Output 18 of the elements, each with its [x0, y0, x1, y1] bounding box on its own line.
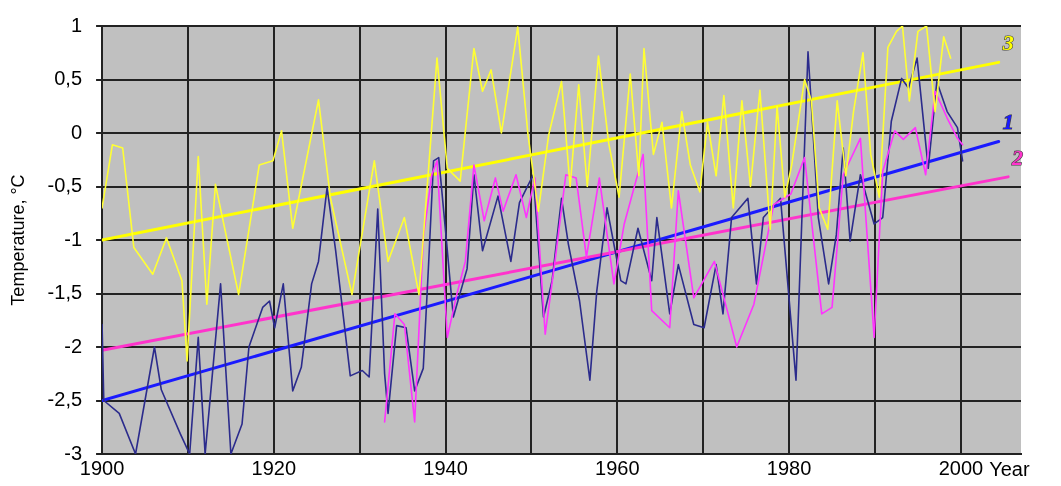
- y-tick-label: -0,5: [47, 174, 83, 197]
- x-tick-label: 1980: [766, 456, 812, 479]
- y-tick-label: -2: [64, 334, 83, 357]
- x-tick-label: 1940: [423, 456, 468, 479]
- x-tick-label: 1920: [251, 456, 297, 479]
- y-tick-label: -1,5: [47, 281, 83, 304]
- y-axis-title: Temperature, °C: [7, 174, 28, 306]
- y-tick-label: 0,5: [54, 67, 83, 90]
- series-label: 3: [1001, 30, 1014, 56]
- x-tick-label: 2000: [938, 456, 984, 479]
- y-tick-label: 1: [70, 13, 83, 36]
- series-label: 1: [1002, 109, 1014, 135]
- x-axis-title: Year: [989, 457, 1030, 480]
- y-tick-label: 0: [70, 120, 83, 143]
- x-tick-label: 1960: [595, 456, 640, 479]
- y-tick-label: -1: [64, 227, 83, 250]
- y-tick-label: -2,5: [47, 388, 83, 411]
- series-label: 2: [1011, 144, 1024, 170]
